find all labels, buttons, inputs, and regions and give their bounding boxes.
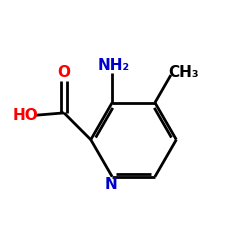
Text: CH₃: CH₃ xyxy=(168,65,199,80)
Text: NH₂: NH₂ xyxy=(97,58,130,73)
Text: O: O xyxy=(58,65,70,80)
Text: N: N xyxy=(104,177,117,192)
Text: HO: HO xyxy=(12,108,38,123)
